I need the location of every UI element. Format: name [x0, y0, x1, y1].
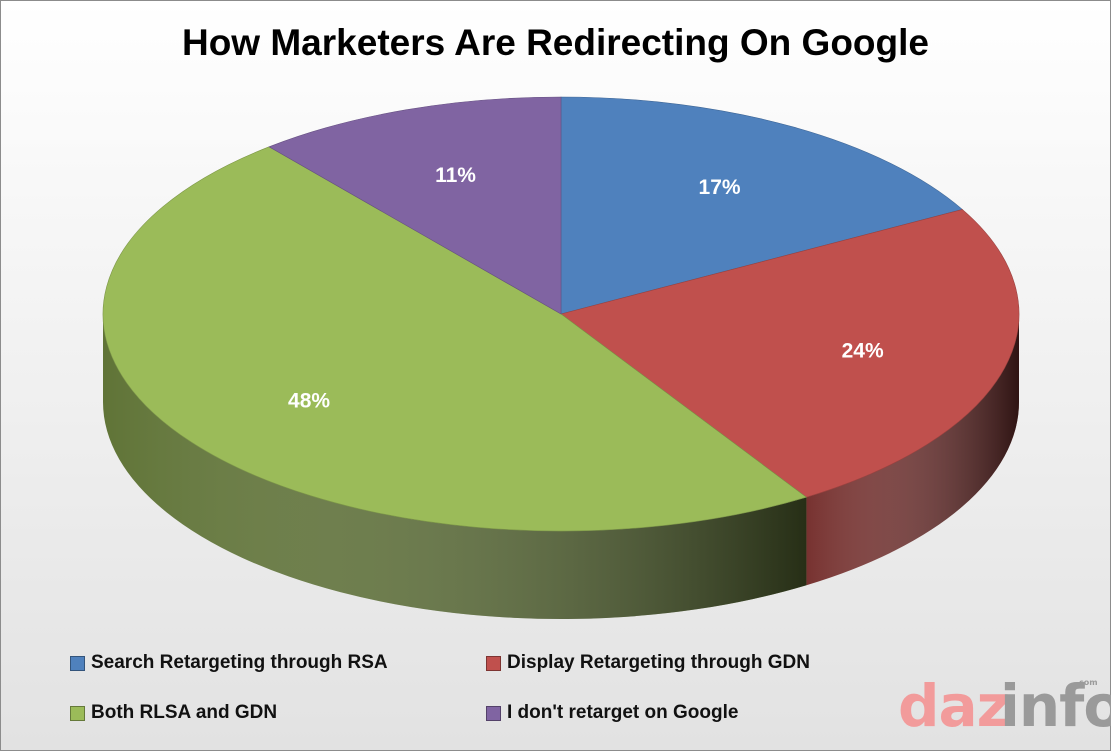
slice-both	[102, 146, 808, 532]
slice-label-none: 11%	[435, 164, 476, 187]
chart-title: How Marketers Are Redirecting On Google	[181, 22, 929, 63]
slice-label-gdn: 24%	[842, 340, 884, 363]
slice-label-rsa: 17%	[699, 176, 741, 199]
slice-rsa	[560, 96, 963, 315]
logo-text-dotcom: .com	[1076, 678, 1098, 687]
logo-text-info: info	[1000, 672, 1111, 740]
slice-none	[268, 96, 562, 315]
logo-text-daz: daz	[898, 672, 1010, 740]
slice-side-shade-both	[103, 314, 807, 619]
slice-label-both: 48%	[288, 390, 330, 413]
slice-gdn	[560, 209, 1020, 498]
dazeinfo-logo: daz info .com	[898, 672, 1111, 748]
slice-side-shade-gdn	[806, 314, 1020, 586]
